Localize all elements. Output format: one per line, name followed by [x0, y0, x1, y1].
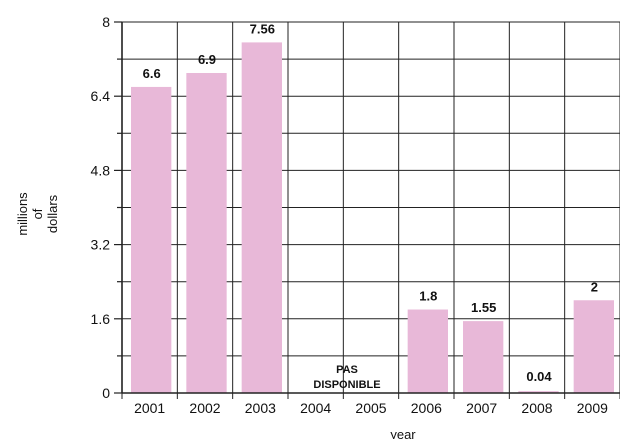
- x-tick-label: 2009: [577, 400, 608, 416]
- x-tick-label: 2005: [355, 400, 386, 416]
- x-tick-label: 2002: [189, 400, 220, 416]
- data-label: 7.56: [250, 21, 275, 36]
- data-labels: 6.6 6.9 7.56 1.8 1.55 0.04 2: [143, 21, 598, 384]
- data-label: 2: [591, 279, 598, 294]
- y-axis-title-line-1: millions: [15, 192, 30, 236]
- x-tick-label: 2006: [411, 400, 442, 416]
- bar: [407, 309, 448, 393]
- x-tick-label: 2008: [521, 400, 552, 416]
- bar: [241, 42, 282, 393]
- y-tick-label: 0: [102, 385, 110, 401]
- y-axis-title-line-2: of: [30, 208, 45, 219]
- na-annotation-line-1: PAS: [336, 364, 358, 376]
- na-annotation-line-2: DISPONIBLE: [313, 379, 380, 391]
- y-tick-label: 6.4: [91, 88, 111, 104]
- y-tick-label: 1.6: [91, 311, 111, 327]
- x-tick-label: 2004: [300, 400, 331, 416]
- bar: [131, 86, 172, 394]
- data-label: 1.55: [471, 300, 496, 315]
- data-label: 1.8: [419, 289, 437, 304]
- y-axis-title-line-3: dollars: [45, 194, 60, 233]
- x-tick-label: 2003: [245, 400, 276, 416]
- y-tick-label: 8: [102, 14, 110, 30]
- data-label: 6.6: [143, 66, 161, 81]
- data-label: 6.9: [198, 52, 216, 67]
- bar: [573, 300, 614, 393]
- x-axis-title: year: [390, 427, 416, 439]
- data-label: 0.04: [526, 369, 552, 384]
- x-tick-label: 2007: [466, 400, 497, 416]
- bar: [463, 321, 504, 393]
- bar: [186, 73, 227, 393]
- y-tick-label: 4.8: [91, 162, 111, 178]
- bar: [518, 391, 559, 393]
- y-axis: 0 1.6 3.2 4.8 6.4 8: [91, 14, 123, 401]
- bars: [131, 42, 614, 394]
- y-tick-label: 3.2: [91, 237, 111, 253]
- x-axis: 2001 2002 2003 2004 2005 2006 2007 2008 2009: [122, 392, 620, 416]
- x-tick-label: 2001: [134, 400, 165, 416]
